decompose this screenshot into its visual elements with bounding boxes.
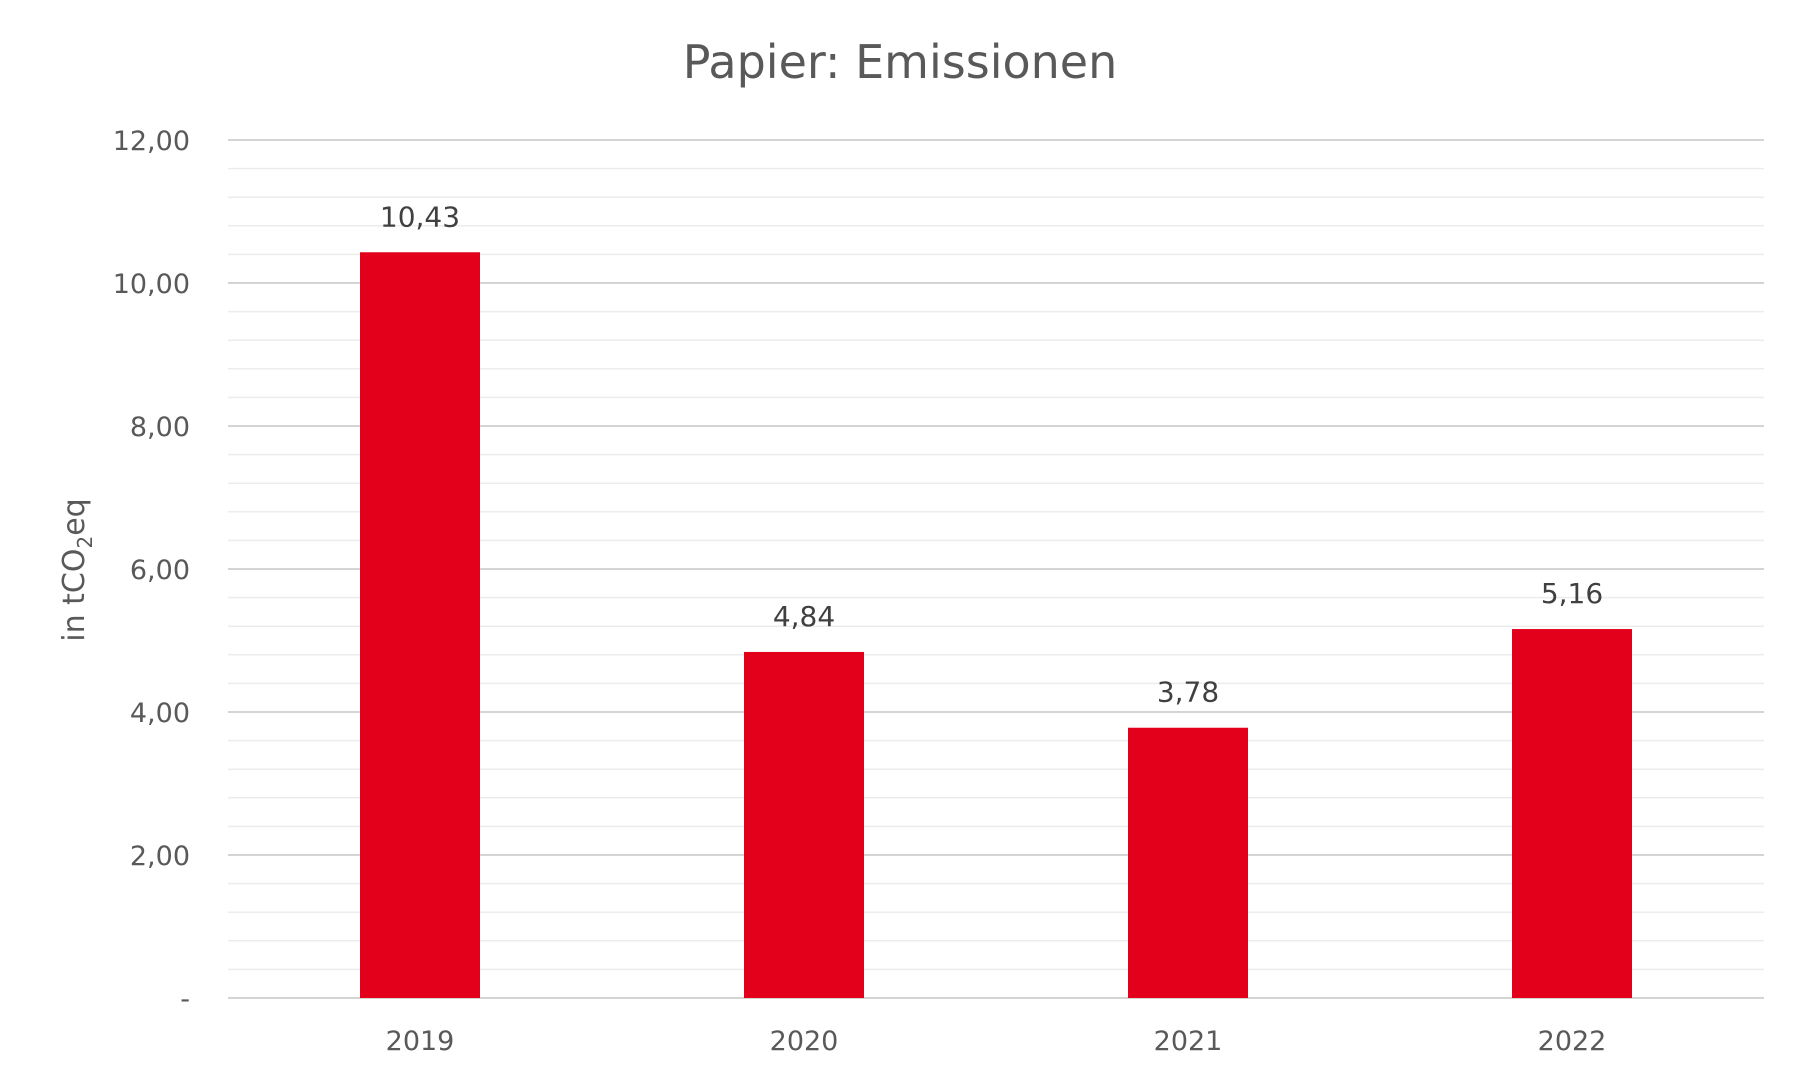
data-label-2019: 10,43	[380, 200, 460, 233]
y-tick-label: 4,00	[130, 698, 190, 729]
gridlines	[228, 139, 1764, 999]
y-tick-label: -	[180, 984, 190, 1015]
x-tick-label-2022: 2022	[1538, 1026, 1607, 1057]
bar-2021	[1128, 727, 1248, 998]
bar-2019	[360, 252, 480, 998]
y-axis: - 2,00 4,00 6,00 8,00 10,00 12,00	[113, 126, 190, 1015]
x-tick-label-2021: 2021	[1154, 1026, 1223, 1057]
bar-2020	[744, 651, 864, 998]
bars	[360, 252, 1632, 998]
x-tick-label-2020: 2020	[770, 1026, 839, 1057]
y-tick-label: 10,00	[113, 269, 190, 300]
x-tick-label-2019: 2019	[386, 1026, 455, 1057]
y-tick-label: 8,00	[130, 412, 190, 443]
x-axis: 2019 2020 2021 2022	[386, 1026, 1607, 1057]
y-axis-title-subscript: 2	[73, 536, 97, 549]
y-tick-label: 2,00	[130, 841, 190, 872]
y-axis-title: in tCO2eq	[57, 498, 97, 641]
data-label-2020: 4,84	[773, 600, 835, 633]
bar-2022	[1512, 629, 1632, 998]
data-labels: 10,43 4,84 3,78 5,16	[380, 200, 1603, 708]
y-tick-label: 12,00	[113, 126, 190, 157]
y-tick-label: 6,00	[130, 555, 190, 586]
data-label-2021: 3,78	[1157, 676, 1219, 709]
data-label-2022: 5,16	[1541, 577, 1603, 610]
y-axis-title-main: in tCO	[57, 549, 92, 642]
chart-title: Papier: Emissionen	[683, 35, 1117, 89]
y-axis-title-suffix: eq	[57, 498, 92, 536]
